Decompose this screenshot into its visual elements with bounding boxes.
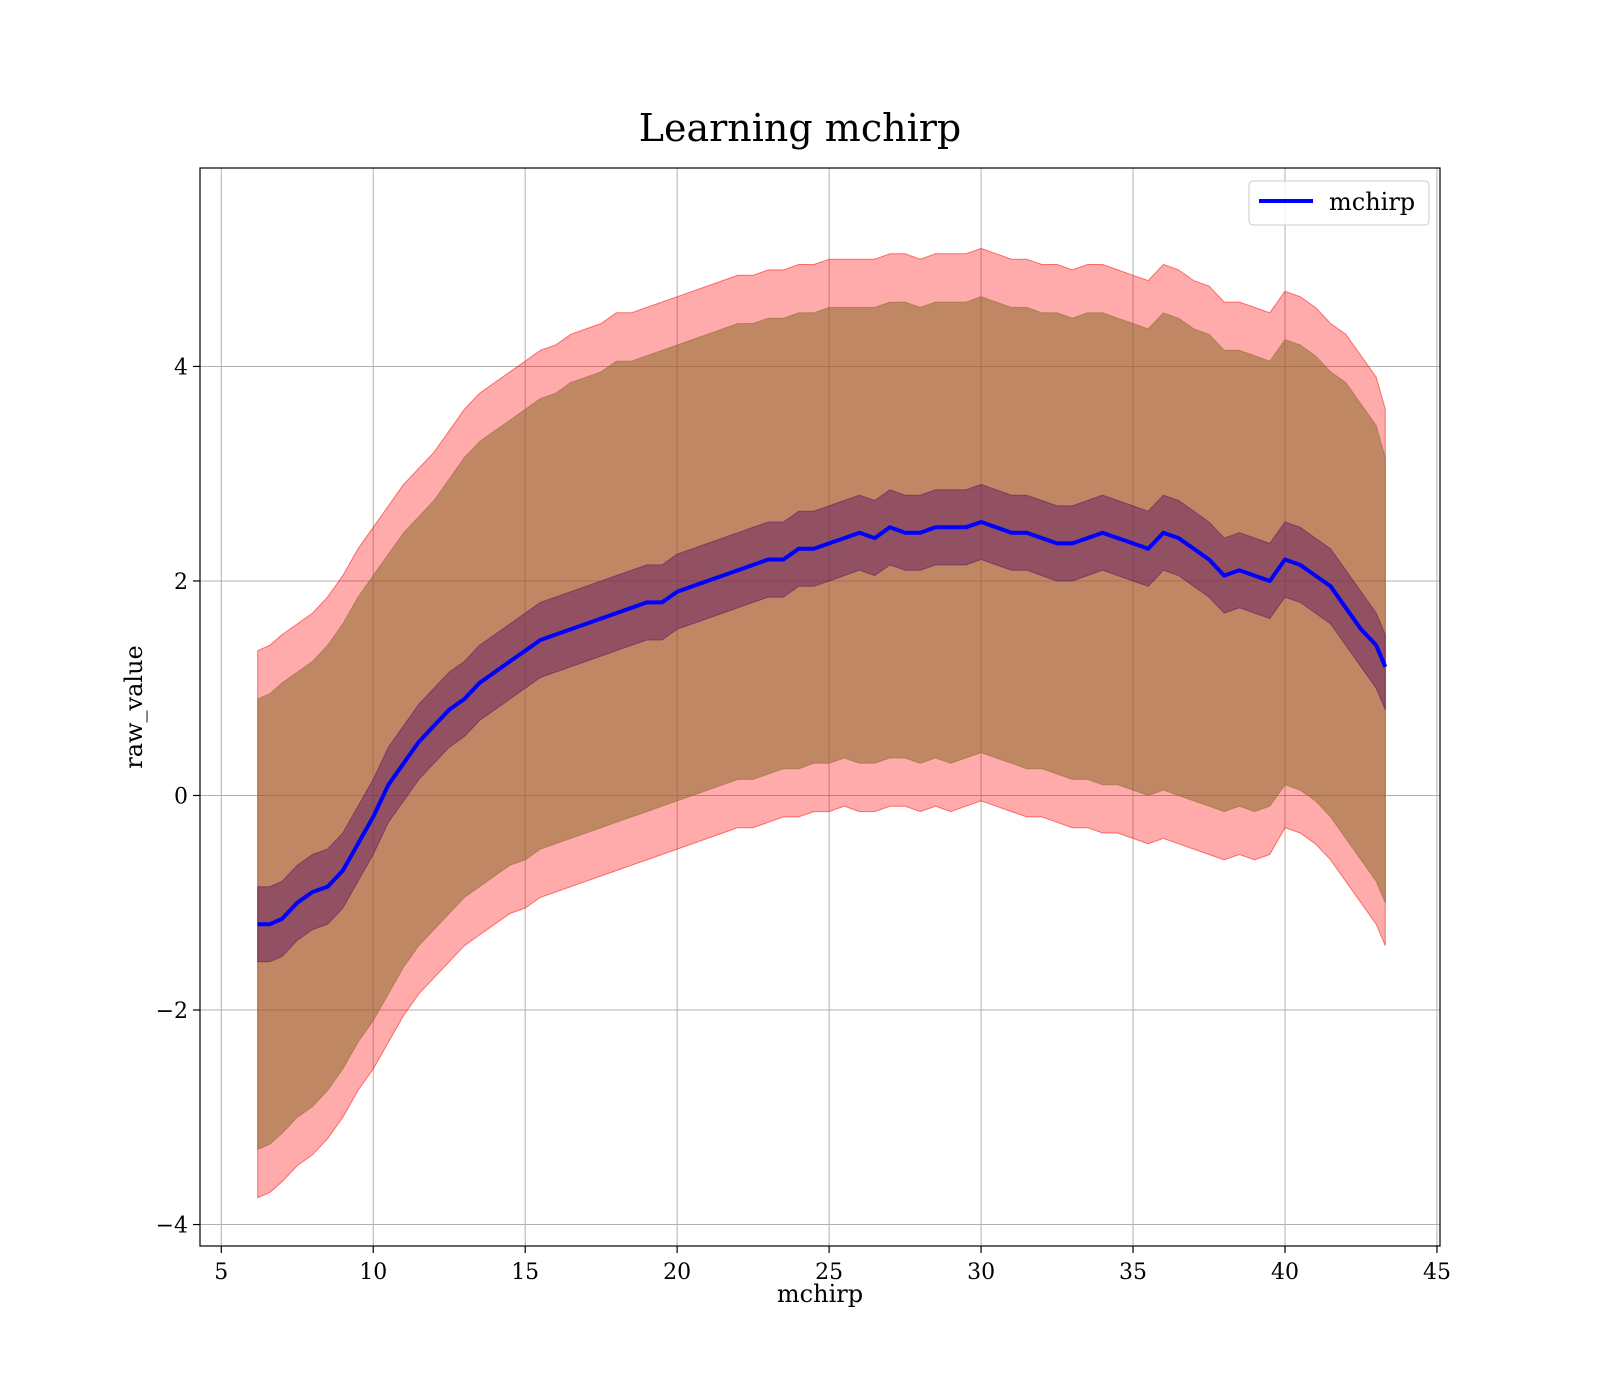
x-tick-label: 15 — [511, 1260, 539, 1285]
band-inner — [257, 483, 1386, 963]
x-tick-label: 20 — [663, 1260, 691, 1285]
y-tick-label: −4 — [156, 1214, 188, 1239]
legend-box — [1248, 180, 1430, 226]
x-tick-label: 25 — [815, 1260, 843, 1285]
y-tick-label: −2 — [156, 999, 188, 1024]
y-tick-label: 0 — [174, 784, 188, 809]
x-axis-label: mchirp — [777, 1280, 863, 1308]
x-tick-label: 35 — [1119, 1260, 1147, 1285]
x-tick-label: 45 — [1423, 1260, 1451, 1285]
x-tick-label: 30 — [967, 1260, 995, 1285]
x-tick-label: 5 — [214, 1260, 228, 1285]
x-tick-label: 10 — [359, 1260, 387, 1285]
band-middle — [257, 296, 1386, 1151]
plot-frame — [199, 167, 1441, 1247]
y-tick-label: 4 — [174, 355, 188, 380]
y-tick-label: 2 — [174, 570, 188, 595]
series-line-mchirp — [257, 520, 1388, 927]
y-axis-label: raw_value — [120, 645, 148, 769]
x-tick-label: 40 — [1271, 1260, 1299, 1285]
ticks: 5 10 15 20 25 30 35 40 45 −4 −2 0 2 4 — [156, 355, 1451, 1285]
bands — [257, 247, 1386, 1199]
legend-label-mchirp: mchirp — [1329, 188, 1415, 216]
chart-title: Learning mchirp — [639, 106, 961, 150]
series-lines — [257, 520, 1388, 927]
legend: mchirp — [1248, 180, 1430, 226]
